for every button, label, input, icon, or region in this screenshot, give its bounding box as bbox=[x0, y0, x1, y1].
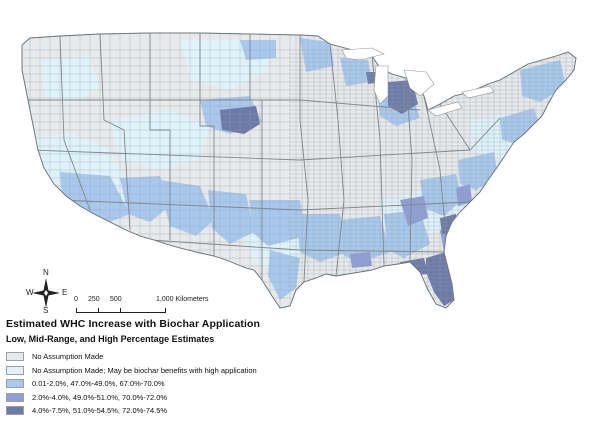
scale-tick-0: 0 bbox=[74, 296, 78, 303]
legend-swatch bbox=[6, 379, 24, 389]
compass-n: N bbox=[43, 268, 49, 277]
legend-title: Estimated WHC Increase with Biochar Appl… bbox=[6, 318, 261, 330]
scale-bar: 0 250 500 1,000 Kilometers bbox=[72, 296, 272, 320]
map-legend: Estimated WHC Increase with Biochar Appl… bbox=[6, 318, 586, 418]
scale-tick-1000: 1,000 Kilometers bbox=[156, 296, 209, 303]
compass-w: W bbox=[26, 288, 34, 297]
legend-swatch bbox=[6, 352, 24, 362]
scale-mid-tick-1 bbox=[98, 308, 99, 312]
great-lakes bbox=[341, 47, 495, 117]
state-borders bbox=[22, 33, 501, 283]
legend-label: 2.0%-4.0%, 49.0%-51.0%, 70.0%-72.0% bbox=[32, 392, 168, 402]
legend-item: 2.0%-4.0%, 49.0%-51.0%, 70.0%-72.0% bbox=[6, 391, 586, 405]
scale-bar-line bbox=[76, 308, 166, 313]
legend-swatch bbox=[6, 392, 24, 402]
compass-e: E bbox=[62, 288, 68, 297]
legend-swatch bbox=[6, 365, 24, 375]
legend-item: 0.01-2.0%, 47.0%-49.0%, 67.0%-70.0% bbox=[6, 377, 586, 391]
legend-label: No Assumption Made; May be biochar benef… bbox=[32, 365, 257, 375]
legend-label: No Assumption Made bbox=[32, 352, 104, 362]
compass-icon bbox=[32, 278, 60, 308]
legend-swatch bbox=[6, 406, 24, 416]
compass-s: S bbox=[43, 306, 49, 315]
legend-subtitle: Low, Mid-Range, and High Percentage Esti… bbox=[6, 334, 215, 344]
scale-tick-500: 500 bbox=[110, 296, 122, 303]
scale-mid-tick-2 bbox=[120, 308, 121, 312]
legend-label: 4.0%-7.5%, 51.0%-54.5%, 72.0%-74.5% bbox=[32, 406, 168, 416]
north-arrow: N S W E bbox=[22, 268, 70, 315]
legend-item: No Assumption Made bbox=[6, 350, 586, 364]
legend-label: 0.01-2.0%, 47.0%-49.0%, 67.0%-70.0% bbox=[32, 379, 165, 389]
legend-item: 4.0%-7.5%, 51.0%-54.5%, 72.0%-74.5% bbox=[6, 404, 586, 418]
legend-item: No Assumption Made; May be biochar benef… bbox=[6, 364, 586, 378]
scale-tick-250: 250 bbox=[88, 296, 100, 303]
